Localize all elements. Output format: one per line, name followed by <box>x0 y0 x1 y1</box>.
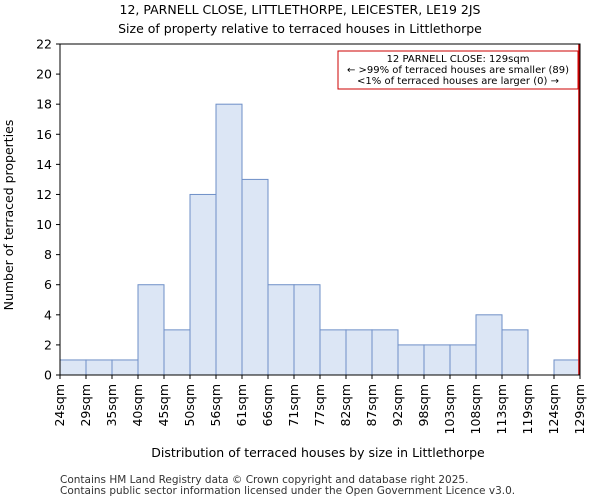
bar-87sqm <box>371 329 399 376</box>
bar-124sqm <box>553 359 581 376</box>
y-tick-label: 10 <box>36 217 52 232</box>
y-tick-label: 2 <box>44 337 52 352</box>
bar-77sqm <box>319 329 347 376</box>
bar-82sqm <box>345 329 373 376</box>
x-tick-label: 29sqm <box>78 384 93 427</box>
bar-92sqm <box>397 344 425 376</box>
bar-45sqm <box>163 329 191 376</box>
x-tick-label: 92sqm <box>390 384 405 427</box>
x-tick-label: 103sqm <box>442 384 457 434</box>
x-axis-label: Distribution of terraced houses by size … <box>151 445 485 460</box>
y-tick-label: 4 <box>44 307 52 322</box>
x-tick-label: 108sqm <box>468 384 483 434</box>
bar-35sqm <box>111 359 139 376</box>
bar-108sqm <box>475 314 503 376</box>
y-axis: 0 2 4 6 8 10 12 14 16 18 20 22 <box>36 37 60 383</box>
chart-subtitle: Size of property relative to terraced ho… <box>118 21 482 36</box>
x-tick-label: 50sqm <box>182 384 197 427</box>
chart-title: 12, PARNELL CLOSE, LITTLETHORPE, LEICEST… <box>120 2 481 17</box>
x-tick-label: 124sqm <box>546 384 561 434</box>
bar-29sqm <box>85 359 113 376</box>
x-tick-label: 77sqm <box>312 384 327 427</box>
x-axis: 24sqm 29sqm 35sqm 40sqm 45sqm 50sqm 56sqm 61sqm… <box>52 375 587 434</box>
y-tick-label: 20 <box>36 67 52 82</box>
x-tick-label: 113sqm <box>494 384 509 434</box>
annotation-box: 12 PARNELL CLOSE: 129sqm ← >99% of terra… <box>337 50 579 90</box>
y-tick-label: 18 <box>36 97 52 112</box>
bar-24sqm <box>59 359 87 376</box>
bar-50sqm <box>189 193 217 376</box>
y-tick-label: 12 <box>36 187 52 202</box>
y-tick-label: 6 <box>44 277 52 292</box>
footer-line-2: Contains public sector information licen… <box>60 485 515 497</box>
y-axis-label: Number of terraced properties <box>1 120 16 311</box>
x-tick-label: 35sqm <box>104 384 119 427</box>
y-tick-label: 16 <box>36 127 52 142</box>
bar-40sqm <box>137 284 165 376</box>
bar-71sqm <box>293 284 321 376</box>
x-tick-label: 61sqm <box>234 384 249 427</box>
x-tick-label: 24sqm <box>52 384 67 427</box>
annotation-line-3: <1% of terraced houses are larger (0) → <box>357 76 559 87</box>
plot-frame <box>59 43 581 376</box>
x-tick-label: 119sqm <box>520 384 535 434</box>
x-tick-label: 98sqm <box>416 384 431 427</box>
x-tick-label: 71sqm <box>286 384 301 427</box>
x-tick-label: 87sqm <box>364 384 379 427</box>
bar-98sqm <box>423 344 451 376</box>
y-tick-label: 22 <box>36 37 52 52</box>
footer-line-1: Contains HM Land Registry data © Crown c… <box>60 474 468 486</box>
x-tick-label: 45sqm <box>156 384 171 427</box>
x-tick-label: 82sqm <box>338 384 353 427</box>
bar-66sqm <box>267 284 295 376</box>
bar-103sqm <box>449 344 477 376</box>
x-tick-label: 66sqm <box>260 384 275 427</box>
x-tick-label: 40sqm <box>130 384 145 427</box>
y-tick-label: 0 <box>44 368 52 383</box>
x-tick-label: 129sqm <box>572 384 587 434</box>
x-tick-label: 56sqm <box>208 384 223 427</box>
bar-113sqm <box>501 329 529 376</box>
y-tick-label: 14 <box>36 157 52 172</box>
y-tick-label: 8 <box>44 247 52 262</box>
bars-layer <box>59 103 581 376</box>
bar-56sqm <box>215 103 243 376</box>
annotation-line-2: ← >99% of terraced houses are smaller (8… <box>347 65 569 76</box>
annotation-line-1: 12 PARNELL CLOSE: 129sqm <box>387 54 530 65</box>
bar-61sqm <box>241 178 269 376</box>
